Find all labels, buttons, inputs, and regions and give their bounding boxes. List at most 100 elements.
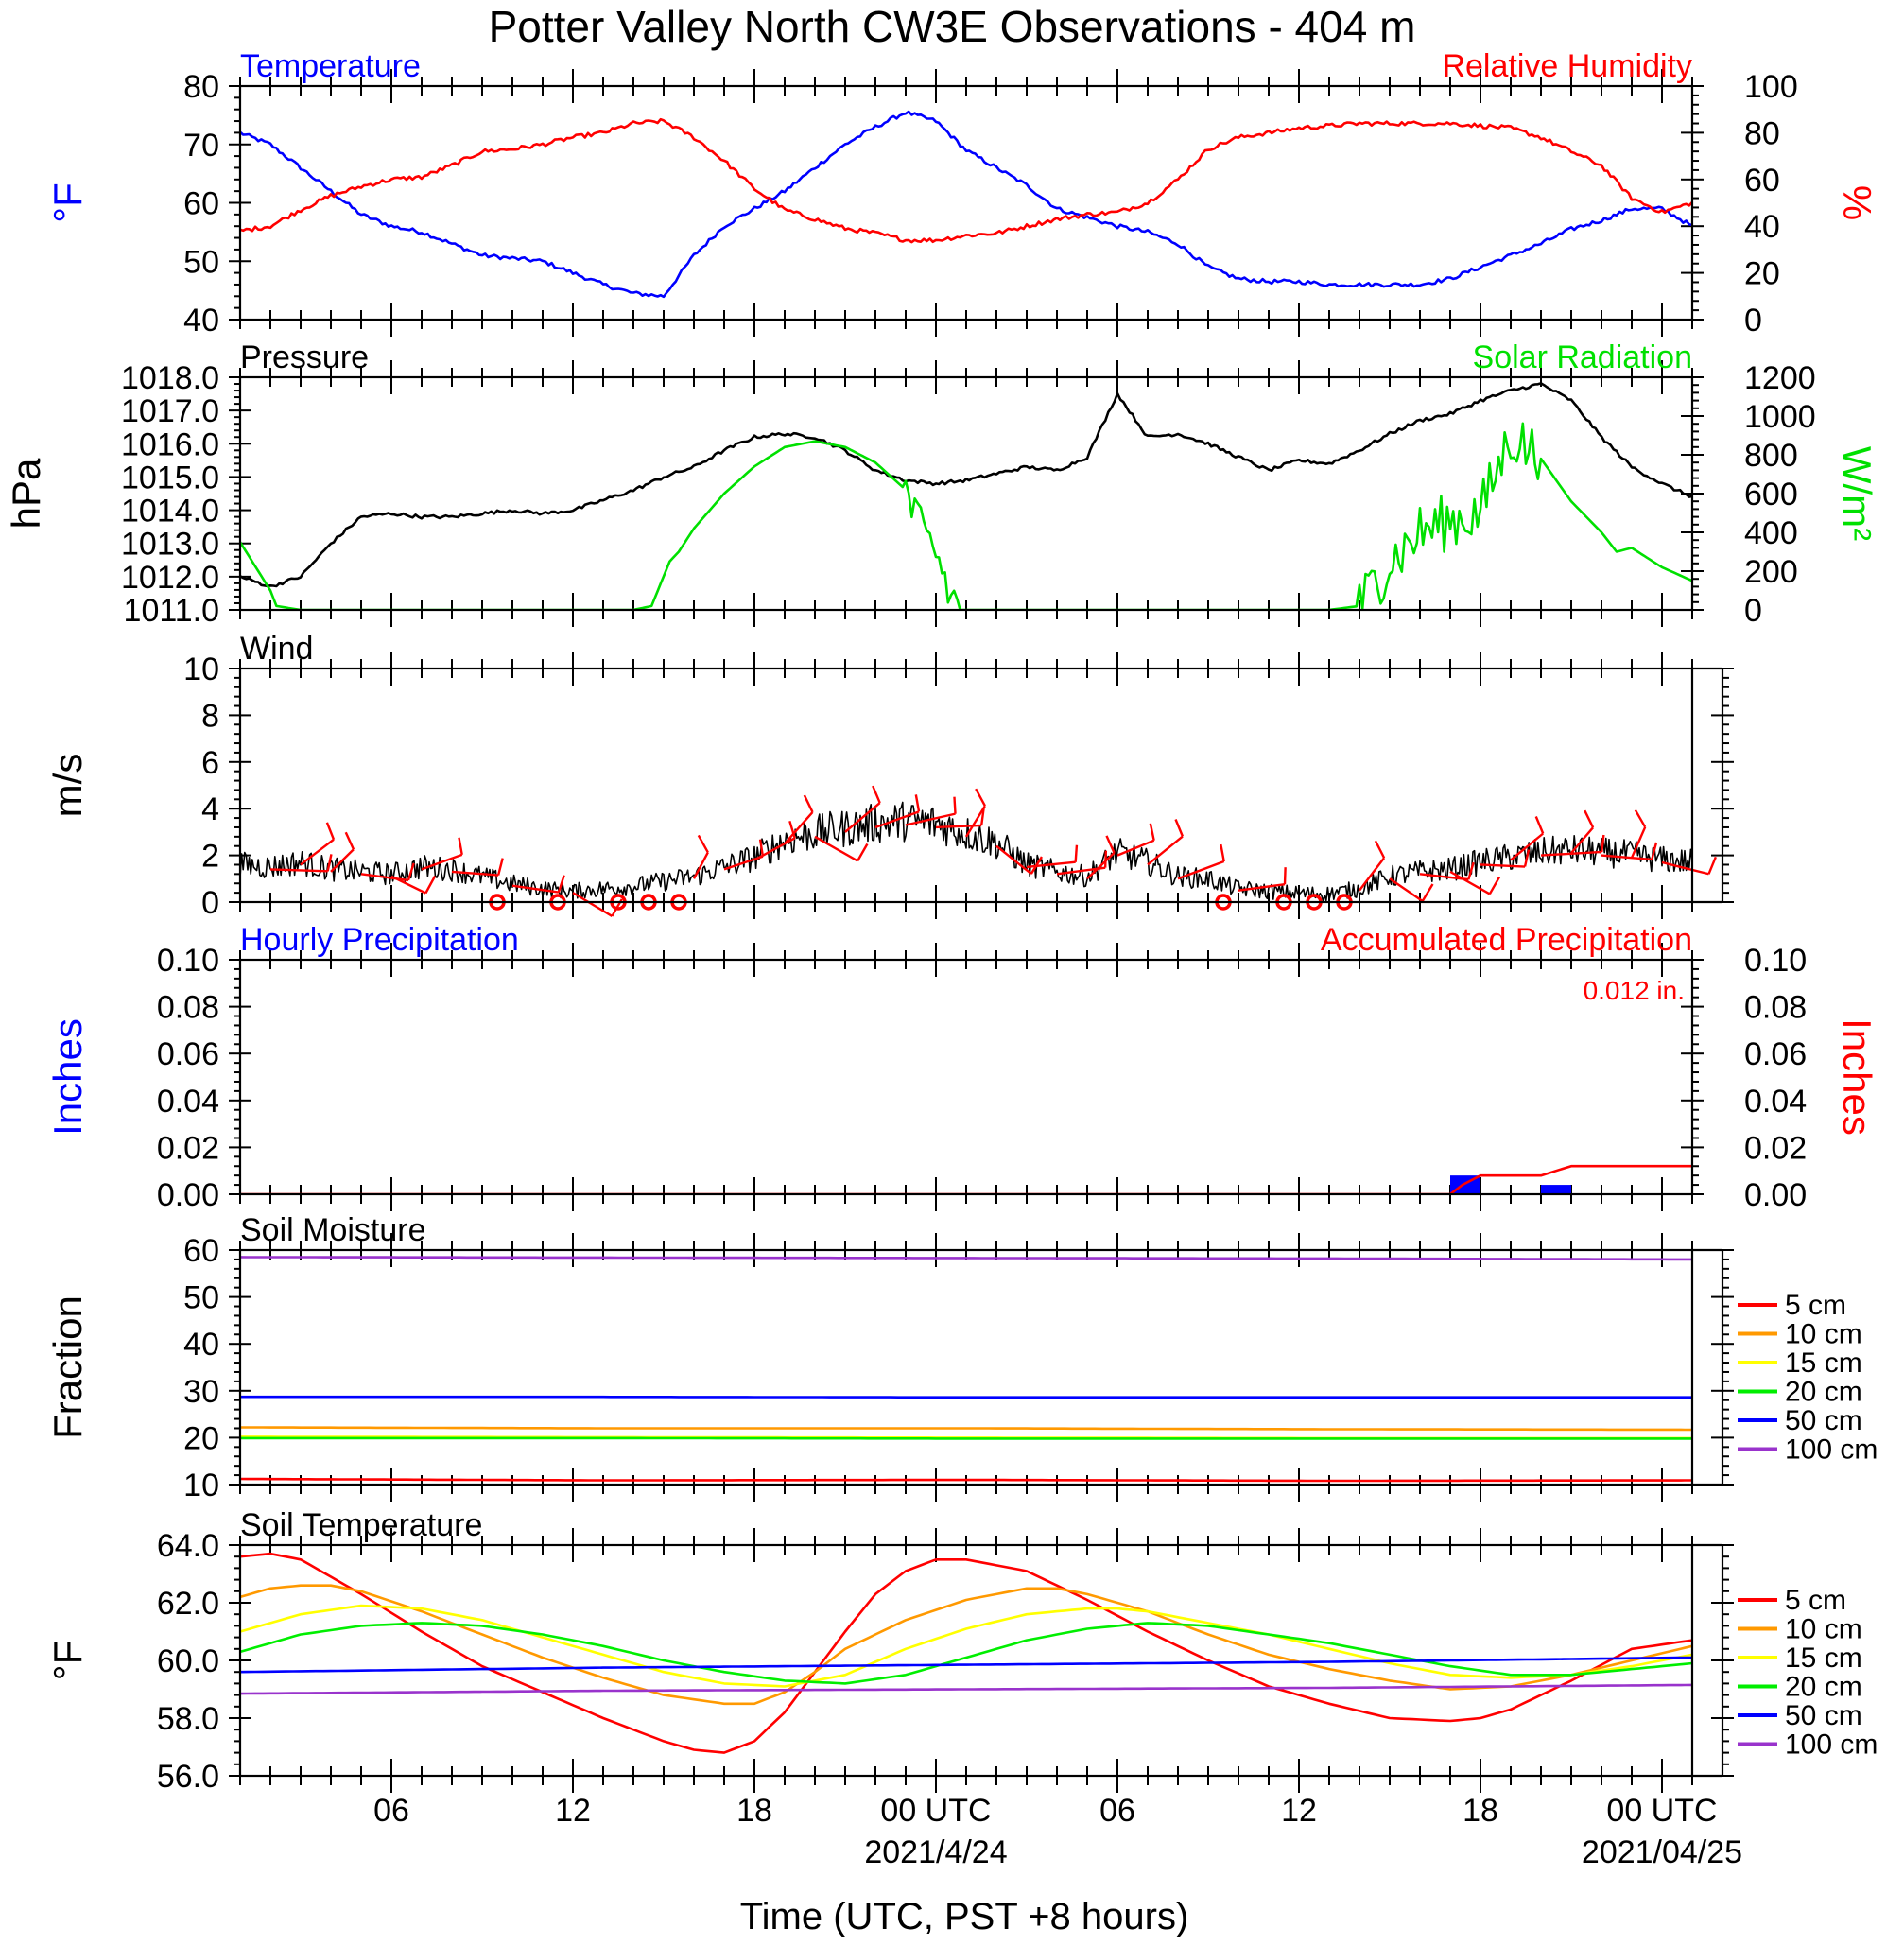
panel-ticks — [229, 1233, 1734, 1502]
wind-barb-flag — [1488, 876, 1501, 895]
y-tick-label-left: 1013.0 — [121, 527, 219, 563]
series-line-pressure — [240, 382, 1692, 588]
panel-data — [240, 1552, 1692, 1754]
y-tick-label-right: 0.08 — [1744, 990, 1807, 1026]
panel-frame — [238, 958, 1694, 1196]
y-tick-label-left: 0.00 — [157, 1177, 219, 1213]
wind-barb — [1510, 832, 1544, 861]
y-axis-label-left: Inches — [45, 1018, 90, 1136]
figure-title: Potter Valley North CW3E Observations - … — [489, 2, 1416, 51]
wind-barb-flag — [1421, 883, 1434, 902]
y-tick-label-left: 30 — [183, 1374, 219, 1410]
wind-barb — [814, 835, 858, 862]
y-tick-label-left: 0.06 — [157, 1036, 219, 1072]
wind-barb-flag — [1707, 856, 1717, 875]
panel-soil-moisture: 10 20 30 40 50 60 Soil Moisture Fraction 5 cm10 … — [45, 1212, 1878, 1503]
wind-barb — [995, 844, 1032, 876]
x-tick-label: 06 — [373, 1793, 409, 1829]
wind-barb — [269, 868, 328, 873]
x-tick-label: 18 — [736, 1793, 772, 1829]
panel-frame — [238, 1248, 1694, 1486]
wind-barb — [1601, 854, 1653, 861]
y-tick-label-left: 50 — [183, 244, 219, 280]
series-line-solar — [240, 422, 1692, 610]
panel-data — [240, 1256, 1692, 1483]
y-axis-label-left: m/s — [45, 754, 90, 818]
panel-data — [240, 382, 1692, 610]
y-tick-label-left: 8 — [201, 698, 219, 734]
y-tick-label-left: 50 — [183, 1280, 219, 1316]
y-tick-label-left: 58.0 — [157, 1701, 219, 1737]
y-tick-label-left: 60 — [183, 186, 219, 222]
panel-temperature-humidity: 40 50 60 70 80 0 20 40 60 80 100 Temperature Relativ… — [45, 48, 1879, 339]
series-line-10-cm — [240, 1426, 1692, 1432]
y-tick-label-left: 1011.0 — [124, 593, 219, 629]
y-tick-label-right: 100 — [1744, 69, 1798, 105]
x-axis-labels: 06 12 18 00 UTC 2021/4/24 06 12 18 00 UTC 2021/04… — [373, 1793, 1742, 1870]
wind-barb — [964, 805, 986, 838]
wind-barb — [1630, 826, 1647, 859]
y-axis-label-left: hPa — [4, 458, 48, 529]
legend-label: 20 cm — [1785, 1377, 1862, 1408]
legend-label: 5 cm — [1785, 1290, 1846, 1321]
series-line-50-cm — [240, 1395, 1692, 1399]
wind-barb — [1359, 857, 1386, 892]
wind-barb-flag — [803, 794, 814, 813]
wind-barb — [511, 884, 560, 894]
panel-title-left: Hourly Precipitation — [240, 922, 519, 958]
x-tick-label: 00 UTC — [1606, 1793, 1717, 1829]
panel-title-right: Solar Radiation — [1473, 339, 1692, 375]
panel-ticks — [229, 360, 1704, 627]
y-tick-label-right: 0.02 — [1744, 1130, 1807, 1166]
wind-barb-flag — [1374, 840, 1386, 859]
wind-barb — [1116, 839, 1155, 857]
legend-label: 5 cm — [1785, 1585, 1846, 1616]
y-tick-label-right: 0 — [1744, 593, 1762, 629]
wind-barb — [784, 811, 814, 845]
wind-barb — [1026, 860, 1076, 869]
wind-barb-flag — [1174, 819, 1185, 837]
wind-barb — [421, 853, 463, 871]
x-tick-label: 12 — [555, 1793, 591, 1829]
y-tick-label-left: 56.0 — [157, 1759, 219, 1795]
wind-barb — [692, 851, 709, 879]
wind-barb — [572, 892, 613, 917]
wind-barb-flag — [1534, 816, 1545, 834]
series-line-50-cm — [240, 1656, 1692, 1674]
legend-label: 50 cm — [1785, 1405, 1862, 1436]
y-tick-label-right: 200 — [1744, 554, 1798, 590]
legend-label: 10 cm — [1785, 1319, 1862, 1350]
wind-barb-flag — [697, 834, 709, 853]
wind-barb-flag — [857, 843, 869, 862]
y-tick-label-left: 0.08 — [157, 990, 219, 1026]
y-tick-label-left: 1015.0 — [121, 460, 219, 495]
y-tick-label-left: 0 — [201, 885, 219, 921]
series-line-20-cm — [240, 1622, 1692, 1685]
wind-barb-flag — [1105, 835, 1116, 854]
wind-barb-flag — [458, 837, 463, 856]
y-tick-label-left: 1018.0 — [121, 360, 219, 396]
wind-barb — [390, 875, 426, 895]
precip-total-annotation: 0.012 in. — [1584, 976, 1685, 1005]
wind-barb-flag — [1220, 843, 1225, 862]
wind-barb-flag — [1601, 834, 1605, 853]
wind-barb-flag — [788, 820, 796, 839]
y-tick-label-left: 10 — [183, 1468, 219, 1503]
y-tick-label-left: 20 — [183, 1420, 219, 1456]
wind-barb — [1147, 835, 1184, 866]
x-tick-label: 12 — [1281, 1793, 1317, 1829]
y-axis-label-left: °F — [45, 182, 90, 222]
wind-barb-flag — [344, 831, 355, 850]
legend-label: 100 cm — [1785, 1729, 1878, 1761]
y-tick-label-left: 40 — [183, 1327, 219, 1363]
y-tick-label-right: 60 — [1744, 163, 1780, 199]
wind-barb — [1086, 852, 1116, 880]
panel-frame — [238, 84, 1694, 321]
wind-barb-flag — [496, 858, 504, 876]
y-axis-label-right: Inches — [1835, 1018, 1879, 1136]
wind-barb — [844, 802, 881, 833]
panel-title-left: Soil Temperature — [240, 1507, 482, 1543]
panel-title-left: Soil Moisture — [240, 1212, 426, 1248]
y-tick-label-left: 80 — [183, 69, 219, 105]
